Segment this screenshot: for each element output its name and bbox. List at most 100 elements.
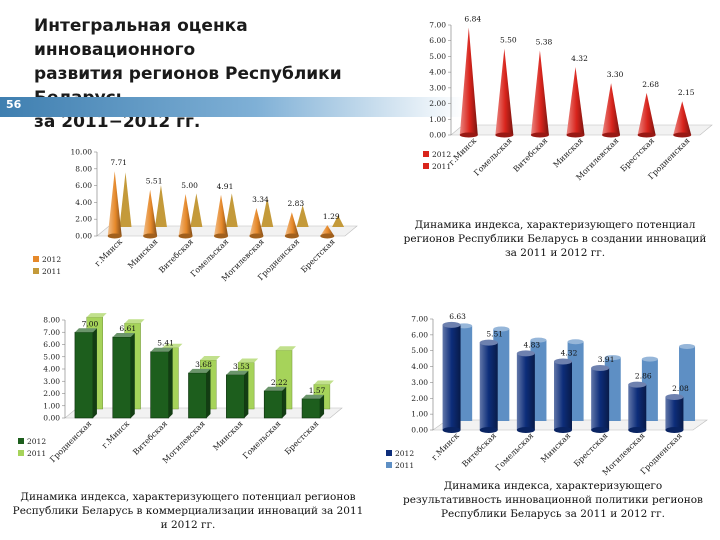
data-label: 3.34 (252, 195, 269, 204)
bar-2012-top (188, 368, 211, 373)
bar-2012 (673, 101, 692, 135)
title-line-3: за 2011−2012 гг. (34, 112, 201, 132)
bar-2012 (150, 351, 169, 419)
bar-2012 (284, 212, 299, 236)
bar-2012 (74, 331, 94, 419)
bar-2011-top (313, 380, 334, 385)
bar-2012-base (143, 233, 158, 239)
bar-2012-side (130, 333, 135, 418)
bar-2012 (214, 194, 228, 236)
commercialization-chart: 0.00 1.00 2.00 3.00 4.00 5.00 6.00 7.00 8.00 7.00… (18, 313, 343, 465)
y-tick-label: 4.00 (43, 365, 60, 374)
bar-2012 (495, 48, 514, 136)
bar-2012-base (249, 233, 264, 239)
bar-2011-top (124, 319, 145, 324)
bar-2011-top (276, 346, 297, 351)
bar-2012 (112, 336, 132, 419)
bar-2011 (332, 215, 345, 227)
y-tick-label: 3.00 (429, 83, 446, 92)
category-label: Минская (211, 419, 244, 452)
bar-2012-top (112, 333, 135, 338)
category-label: Брестская (283, 419, 320, 456)
bar-2012-top (150, 347, 173, 352)
category-label: Минская (539, 431, 572, 464)
bar-2012-side (206, 368, 211, 418)
bar-2012 (566, 67, 585, 135)
title-line-1: Интегральная оценка инновационного (34, 16, 248, 60)
bar-2012-base (530, 132, 549, 138)
y-tick-label: 1.00 (411, 410, 428, 419)
bar-2011 (296, 205, 309, 227)
bar-2012-base (637, 132, 656, 138)
bar-2012 (665, 397, 684, 430)
bar-2012-top (516, 350, 535, 357)
bar-2012 (442, 324, 461, 430)
bar-2012 (459, 27, 478, 136)
data-label: 5.00 (181, 181, 198, 190)
category-label: Брестская (572, 431, 609, 468)
bar-2012-side (92, 328, 97, 418)
legend-label: 2012 (432, 150, 451, 159)
legend-label: 2011 (27, 449, 46, 458)
category-label: Гомельская (472, 136, 514, 178)
category-label: г.Минск (447, 136, 478, 167)
bar-2012-top (264, 386, 287, 391)
bar-2012-top (554, 358, 572, 365)
y-tick-label: 6.00 (429, 36, 446, 45)
y-tick-label: 8.00 (43, 316, 60, 325)
bar-2011-top (493, 326, 510, 332)
bar-2012-base (673, 132, 692, 138)
bar-2012-base (516, 427, 535, 433)
creation-caption: Динамика индекса, характеризующего потен… (403, 219, 707, 259)
bar-2012 (107, 171, 122, 236)
y-tick-label: 5.00 (411, 346, 428, 355)
y-tick-label: 5.00 (429, 52, 446, 61)
bar-2011 (119, 172, 132, 227)
bar-2012-base (459, 132, 478, 138)
y-tick-label: 7.00 (411, 315, 428, 324)
y-tick-label: 2.00 (411, 394, 428, 403)
category-label: Витебская (512, 136, 550, 174)
data-label: 5.50 (500, 36, 517, 45)
bar-2012-base (214, 233, 228, 239)
bar-2011 (190, 193, 203, 227)
bar-2012-base (284, 233, 299, 239)
bar-2012-top (74, 328, 97, 333)
bar-2012 (320, 225, 335, 236)
category-label: Гродненская (48, 419, 93, 464)
bar-2012-base (495, 132, 514, 138)
legend-swatch (33, 268, 39, 274)
data-label: 7.00 (82, 319, 99, 328)
bar-2012 (628, 384, 647, 430)
bar-2012-top (628, 381, 647, 388)
y-tick-label: 0.00 (75, 232, 92, 241)
legend-label: 2011 (42, 267, 61, 276)
data-label: 5.51 (146, 177, 163, 186)
bar-2012-side (244, 370, 249, 418)
y-tick-label: 2.00 (75, 215, 92, 224)
y-tick-label: 0.00 (429, 131, 446, 140)
y-tick-label: 3.00 (43, 377, 60, 386)
y-tick-label: 4.00 (411, 362, 428, 371)
legend-swatch (423, 163, 429, 169)
bar-2012 (637, 92, 656, 135)
bar-2012 (178, 194, 193, 236)
bar-2012-top (479, 339, 498, 346)
bar-2012 (188, 372, 207, 419)
category-label: г.Минск (430, 431, 461, 462)
bar-2012-side (320, 394, 325, 418)
y-tick-label: 7.00 (429, 21, 446, 30)
legend-swatch (18, 450, 24, 456)
bar-2012-base (566, 132, 585, 138)
data-label: 6.84 (464, 15, 481, 24)
bar-2012 (263, 390, 283, 419)
bar-2012 (602, 83, 621, 135)
bar-2012-top (665, 394, 684, 401)
bar-2011-top (567, 339, 584, 345)
category-label: г.Минск (93, 237, 124, 268)
legend-label: 2012 (395, 449, 414, 458)
data-label: 2.68 (642, 80, 659, 89)
bar-2012-top (226, 370, 249, 375)
legend-label: 2012 (27, 437, 46, 446)
category-label: Минская (126, 237, 159, 270)
